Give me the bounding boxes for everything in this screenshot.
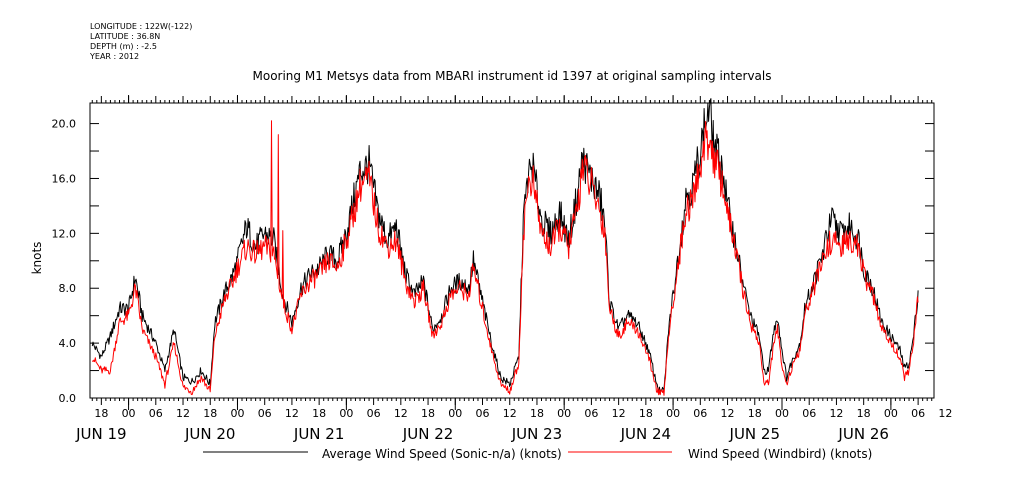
hour-tick-label: 12 — [176, 407, 190, 420]
y-axis: 0.0 4.0 8.0 12.0 16.0 20.0 — [52, 118, 934, 405]
x-axis: 18 00 06 12 18 00 06 12 18 00 06 12 18 00 06 12 18 00 06 12… — [75, 95, 952, 443]
hour-tick-label: 18 — [94, 407, 108, 420]
hour-tick-label: 00 — [230, 407, 244, 420]
hour-tick-label: 06 — [258, 407, 272, 420]
hour-tick-label: 06 — [693, 407, 707, 420]
day-label: JUN 24 — [620, 425, 671, 443]
metadata-block: LONGITUDE : 122W(-122) LATITUDE : 36.8N … — [90, 22, 192, 62]
hour-tick-label: 06 — [911, 407, 925, 420]
series-line-windbird-wind-speed — [91, 120, 919, 396]
hour-tick-label: 18 — [312, 407, 326, 420]
hour-tick-label: 00 — [557, 407, 571, 420]
hour-tick-label: 12 — [612, 407, 626, 420]
hour-tick-label: 00 — [775, 407, 789, 420]
hour-tick-label: 18 — [857, 407, 871, 420]
y-tick-label: 8.0 — [59, 282, 77, 295]
hour-tick-label: 06 — [367, 407, 381, 420]
day-label: JUN 25 — [729, 425, 780, 443]
hour-tick-label: 00 — [448, 407, 462, 420]
y-tick-label: 0.0 — [59, 392, 77, 405]
hour-tick-label: 00 — [884, 407, 898, 420]
hour-tick-label: 06 — [149, 407, 163, 420]
hour-tick-label: 18 — [421, 407, 435, 420]
hour-tick-label: 12 — [721, 407, 735, 420]
legend-label-windbird: Wind Speed (Windbird) (knots) — [688, 447, 872, 461]
day-label: JUN 20 — [184, 425, 235, 443]
y-tick-label: 20.0 — [52, 118, 77, 131]
chart-title: Mooring M1 Metsys data from MBARI instru… — [253, 69, 772, 83]
hour-tick-label: 12 — [285, 407, 299, 420]
hour-tick-label: 18 — [203, 407, 217, 420]
y-axis-label: knots — [30, 242, 44, 275]
hour-tick-label: 18 — [748, 407, 762, 420]
hour-tick-label: 06 — [802, 407, 816, 420]
hour-tick-label: 00 — [666, 407, 680, 420]
day-label: JUN 19 — [75, 425, 126, 443]
depth-label: DEPTH (m) : -2.5 — [90, 42, 157, 51]
year-label: YEAR : 2012 — [90, 52, 140, 61]
latitude-label: LATITUDE : 36.8N — [90, 32, 161, 41]
hour-tick-label: 12 — [829, 407, 843, 420]
day-label: JUN 26 — [837, 425, 888, 443]
hour-tick-label: 12 — [394, 407, 408, 420]
hour-tick-label: 00 — [339, 407, 353, 420]
day-label: JUN 21 — [293, 425, 344, 443]
hour-tick-label: 06 — [584, 407, 598, 420]
plot-frame — [89, 102, 935, 399]
series-line-average-wind-speed — [91, 98, 919, 395]
day-label: JUN 22 — [402, 425, 453, 443]
hour-tick-label: 12 — [938, 407, 952, 420]
y-tick-label: 12.0 — [52, 227, 77, 240]
hour-tick-label: 18 — [530, 407, 544, 420]
y-tick-label: 16.0 — [52, 172, 77, 185]
y-tick-label: 4.0 — [59, 337, 77, 350]
longitude-label: LONGITUDE : 122W(-122) — [90, 22, 193, 31]
day-label: JUN 23 — [511, 425, 562, 443]
hour-tick-label: 06 — [476, 407, 490, 420]
hour-tick-label: 12 — [503, 407, 517, 420]
series-layer — [91, 98, 919, 396]
legend: Average Wind Speed (Sonic-n/a) (knots) W… — [203, 447, 872, 461]
legend-label-average: Average Wind Speed (Sonic-n/a) (knots) — [322, 447, 562, 461]
hour-tick-label: 18 — [639, 407, 653, 420]
hour-tick-label: 00 — [122, 407, 136, 420]
